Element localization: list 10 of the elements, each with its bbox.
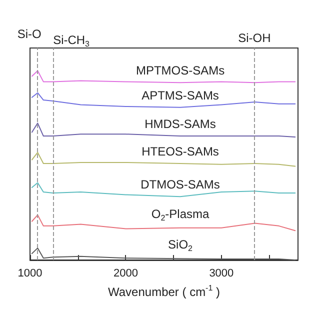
ref-line-label: Si-O: [17, 27, 42, 41]
x-tick-label: 1000: [18, 268, 42, 280]
ref-line-label: Si-OH: [238, 31, 271, 45]
series-label: APTMS-SAMs: [142, 88, 219, 102]
series-label: HTEOS-SAMs: [142, 144, 219, 158]
x-tick-label: 3000: [209, 268, 234, 280]
series-label: HMDS-SAMs: [144, 117, 216, 132]
series-label: DTMOS-SAMs: [140, 178, 220, 192]
series-label: MPTMOS-SAMs: [136, 64, 225, 78]
x-tick-label: 2000: [113, 268, 138, 280]
